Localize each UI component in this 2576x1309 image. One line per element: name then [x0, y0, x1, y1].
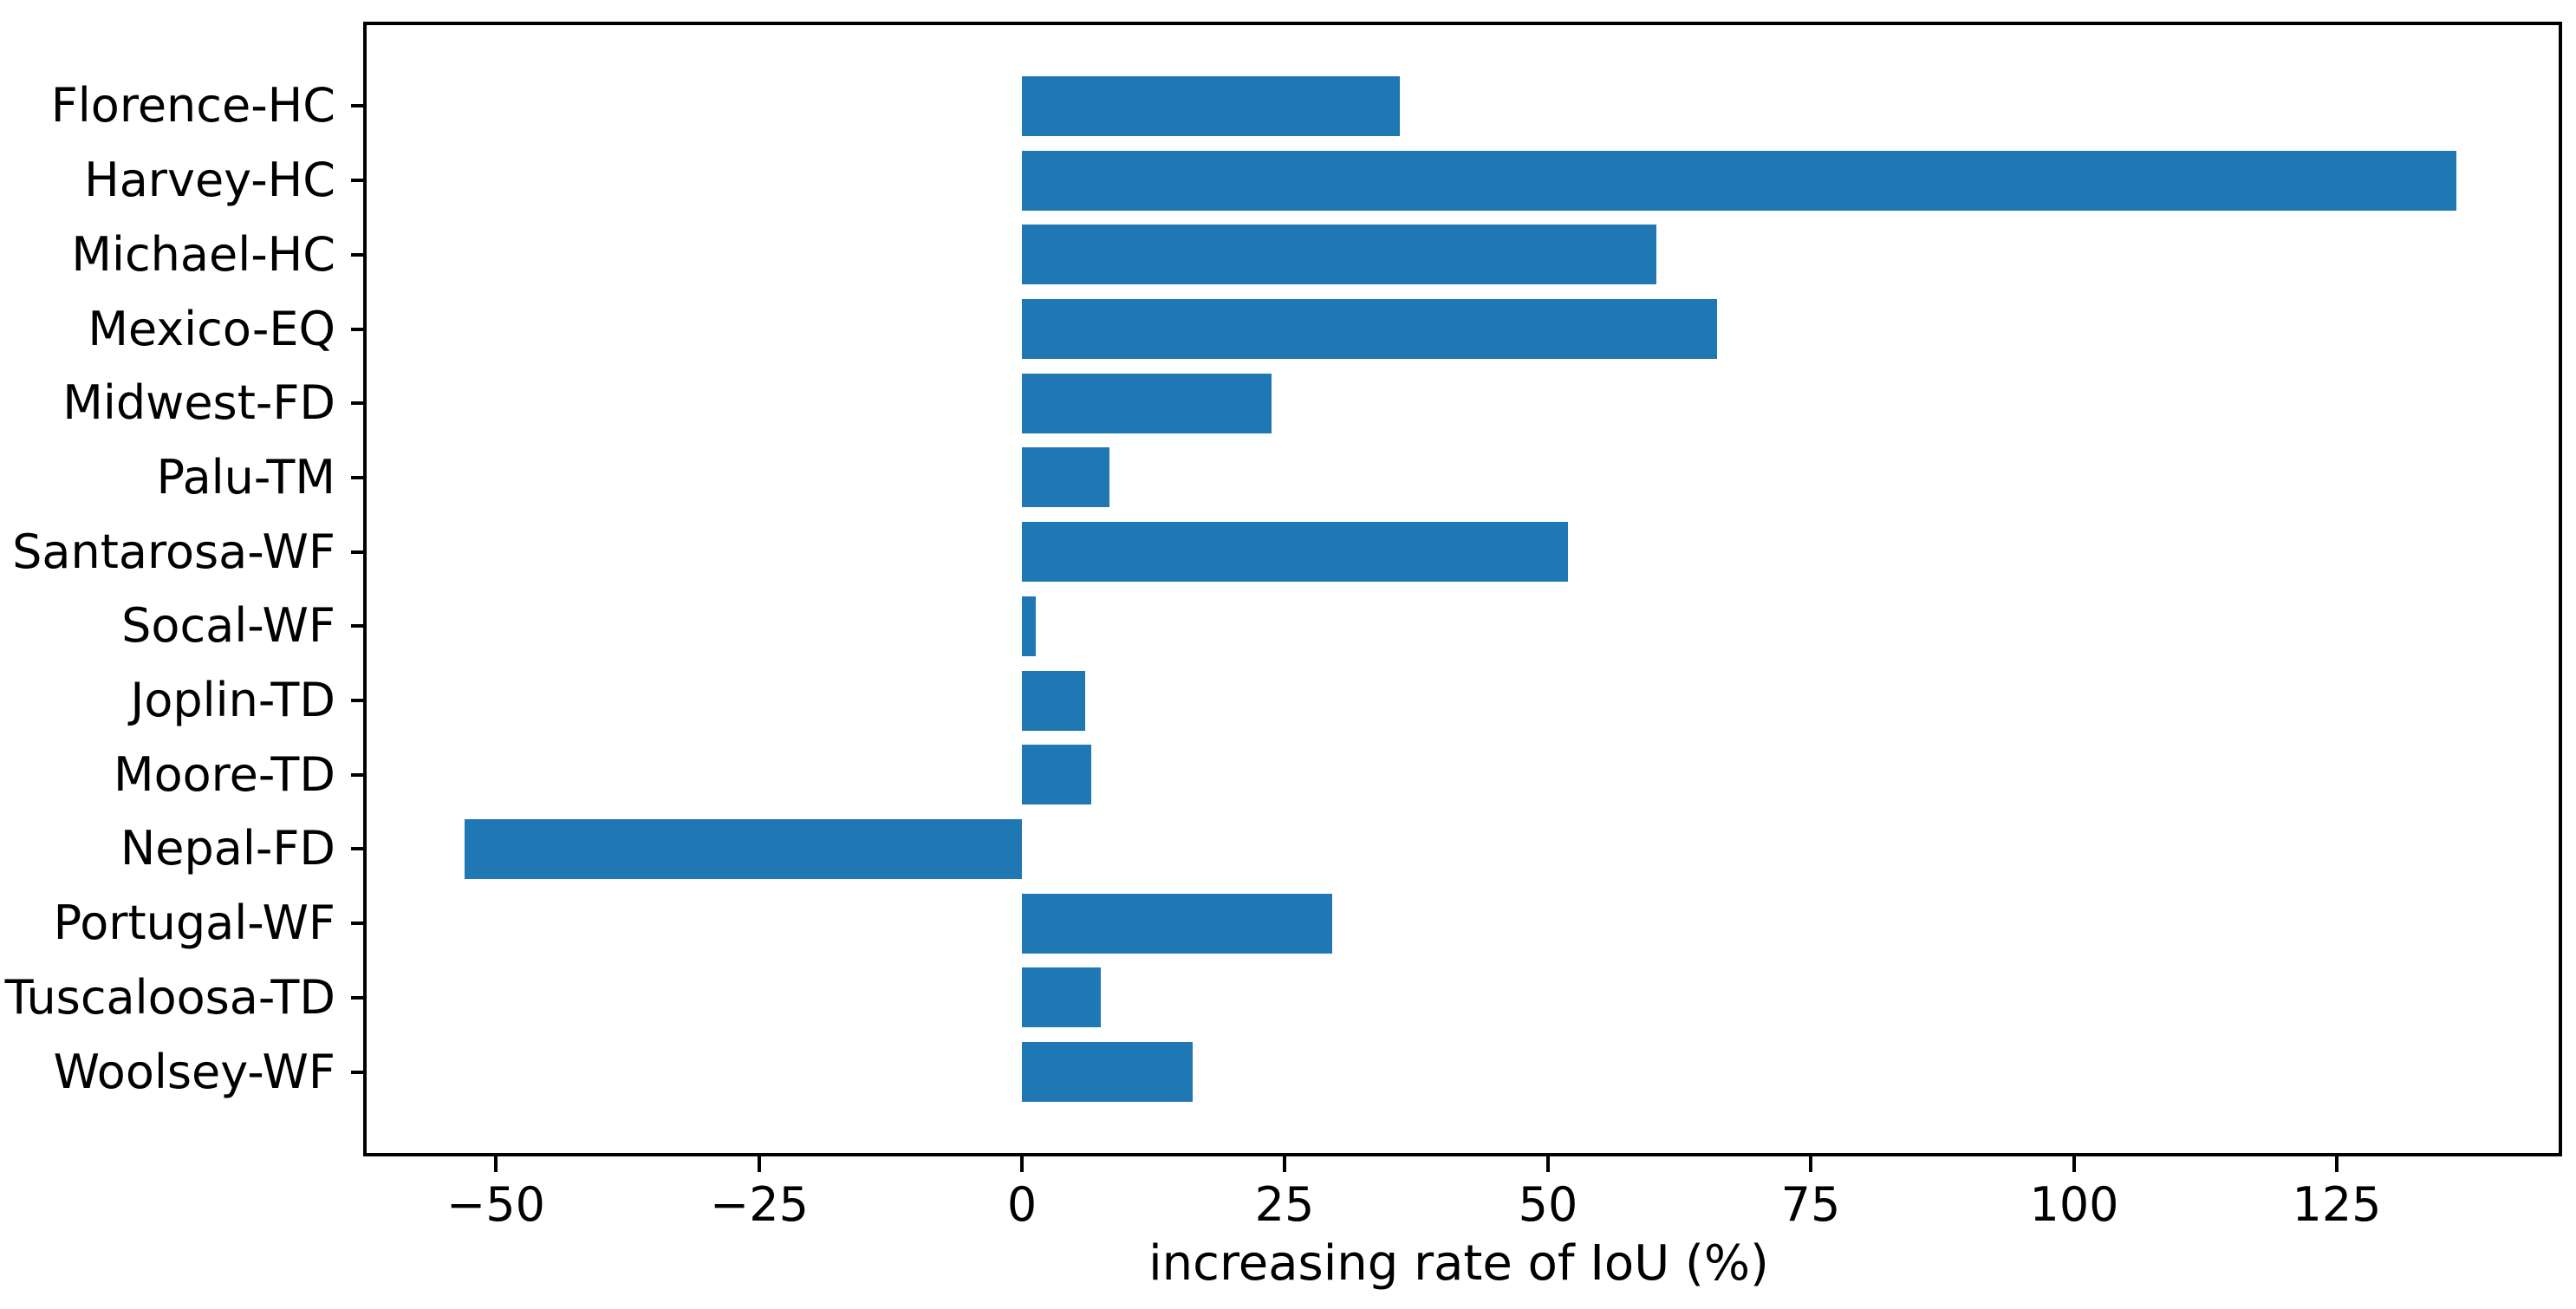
y-tick-label-tuscaloosa-td: Tuscaloosa-TD [4, 970, 335, 1025]
y-tick-label-portugal-wf: Portugal-WF [53, 895, 335, 950]
y-tick-label-moore-td: Moore-TD [114, 747, 335, 802]
y-tick-label-midwest-fd: Midwest-FD [62, 375, 335, 430]
y-tick-midwest-fd [351, 401, 367, 405]
bar-socal-wf [1022, 596, 1036, 656]
plot-area [363, 22, 2562, 1156]
bar-nepal-fd [465, 819, 1022, 879]
y-tick-moore-td [351, 773, 367, 777]
y-tick-santarosa-wf [351, 550, 367, 554]
y-tick-label-mexico-eq: Mexico-EQ [88, 302, 335, 356]
y-tick-michael-hc [351, 253, 367, 257]
x-axis-title: increasing rate of IoU (%) [1148, 1235, 1769, 1292]
x-tick-25 [1283, 1156, 1286, 1172]
bar-mexico-eq [1022, 299, 1717, 359]
x-tick--50 [494, 1156, 498, 1172]
bar-midwest-fd [1022, 374, 1272, 433]
x-tick-50 [1546, 1156, 1550, 1172]
y-tick-woolsey-wf [351, 1071, 367, 1074]
bar-santarosa-wf [1022, 522, 1568, 582]
x-tick--25 [758, 1156, 761, 1172]
y-tick-label-palu-tm: Palu-TM [156, 450, 335, 505]
y-tick-joplin-td [351, 699, 367, 702]
y-tick-label-michael-hc: Michael-HC [71, 227, 335, 282]
y-tick-florence-hc [351, 104, 367, 107]
x-tick-100 [2072, 1156, 2076, 1172]
y-tick-mexico-eq [351, 328, 367, 331]
bar-joplin-td [1022, 671, 1085, 731]
bar-florence-hc [1022, 76, 1400, 136]
y-tick-label-nepal-fd: Nepal-FD [120, 821, 335, 876]
bar-woolsey-wf [1022, 1042, 1193, 1102]
bar-palu-tm [1022, 447, 1109, 507]
y-tick-portugal-wf [351, 922, 367, 925]
x-tick-label-100: 100 [2029, 1177, 2119, 1232]
y-tick-label-socal-wf: Socal-WF [121, 598, 335, 653]
x-tick-label-0: 0 [1006, 1177, 1038, 1232]
y-tick-socal-wf [351, 624, 367, 628]
x-tick-label--25: −25 [710, 1177, 809, 1232]
bar-portugal-wf [1022, 894, 1332, 954]
bar-tuscaloosa-td [1022, 967, 1101, 1027]
y-tick-label-joplin-td: Joplin-TD [130, 673, 335, 727]
x-tick-0 [1020, 1156, 1024, 1172]
y-tick-tuscaloosa-td [351, 996, 367, 1000]
y-tick-label-woolsey-wf: Woolsey-WF [53, 1045, 335, 1099]
y-tick-label-florence-hc: Florence-HC [50, 78, 335, 133]
x-tick-label-25: 25 [1254, 1177, 1315, 1232]
y-tick-label-santarosa-wf: Santarosa-WF [12, 524, 335, 579]
bar-harvey-hc [1022, 151, 2456, 211]
x-tick-label-125: 125 [2292, 1177, 2382, 1232]
x-tick-label-50: 50 [1518, 1177, 1578, 1232]
bar-moore-td [1022, 745, 1091, 804]
x-tick-label-75: 75 [1780, 1177, 1841, 1232]
y-tick-palu-tm [351, 476, 367, 479]
x-tick-label--50: −50 [446, 1177, 545, 1232]
y-tick-label-harvey-hc: Harvey-HC [84, 153, 335, 207]
y-tick-harvey-hc [351, 179, 367, 182]
x-tick-75 [1809, 1156, 1812, 1172]
x-tick-125 [2335, 1156, 2339, 1172]
y-tick-nepal-fd [351, 847, 367, 850]
bar-michael-hc [1022, 225, 1656, 284]
